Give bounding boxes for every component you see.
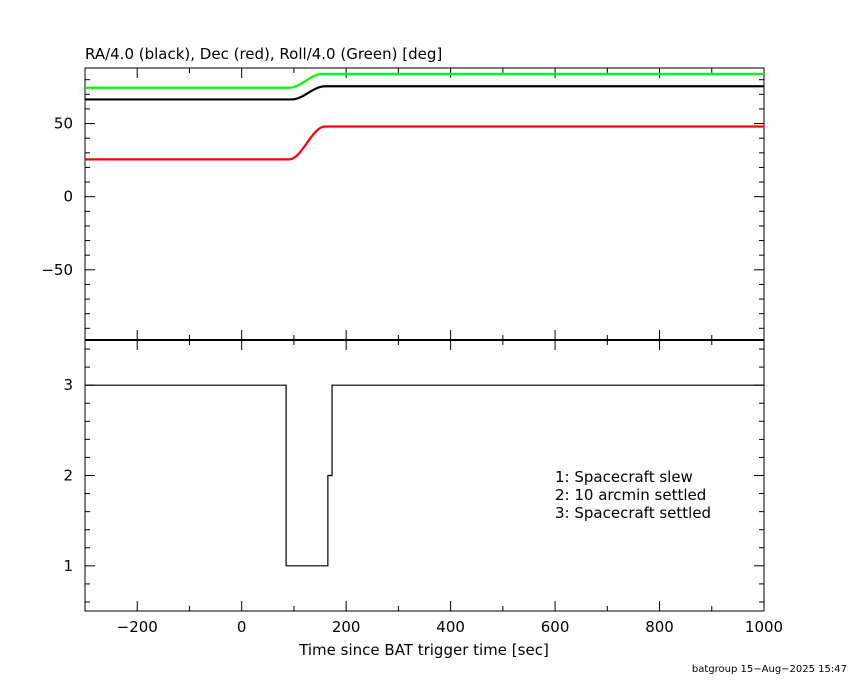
top-y-tick-label: −50 bbox=[41, 261, 73, 279]
x-tick-label: −200 bbox=[117, 618, 158, 636]
top-panel-ticks: −50 0 50 bbox=[41, 68, 765, 340]
legend-spacecraft-settled: 3: Spacecraft settled bbox=[555, 504, 711, 522]
top-panel-frame bbox=[84, 67, 765, 341]
bottom-panel-series bbox=[85, 384, 764, 567]
bottom-series-line-0 bbox=[85, 384, 764, 567]
top-series-line-2 bbox=[85, 72, 764, 89]
bottom-panel-ticks: 1 2 3 −200 0 200 400 600 800 1000 bbox=[63, 340, 783, 636]
top-series-line-0 bbox=[85, 85, 764, 101]
top-panel-series bbox=[85, 72, 764, 161]
bottom-y-tick-label: 1 bbox=[63, 557, 73, 575]
bottom-y-tick-label: 2 bbox=[63, 467, 73, 485]
x-tick-label: 1000 bbox=[745, 618, 783, 636]
top-y-tick-label: 50 bbox=[54, 115, 73, 133]
footer-stamp: batgroup 15−Aug−2025 15:47 bbox=[692, 664, 847, 675]
top-series-line-1 bbox=[85, 125, 764, 161]
legend-settled-10arcmin: 2: 10 arcmin settled bbox=[555, 486, 706, 504]
x-tick-label: 0 bbox=[237, 618, 247, 636]
bottom-y-tick-label: 3 bbox=[63, 376, 73, 394]
legend-slew: 1: Spacecraft slew bbox=[555, 468, 693, 486]
x-axis-label: Time since BAT trigger time [sec] bbox=[298, 641, 549, 659]
top-y-tick-label: 0 bbox=[63, 188, 73, 206]
x-tick-label: 600 bbox=[541, 618, 570, 636]
x-tick-label: 800 bbox=[645, 618, 674, 636]
top-panel-title: RA/4.0 (black), Dec (red), Roll/4.0 (Gre… bbox=[85, 45, 442, 63]
x-tick-label: 400 bbox=[436, 618, 465, 636]
x-tick-label: 200 bbox=[332, 618, 361, 636]
